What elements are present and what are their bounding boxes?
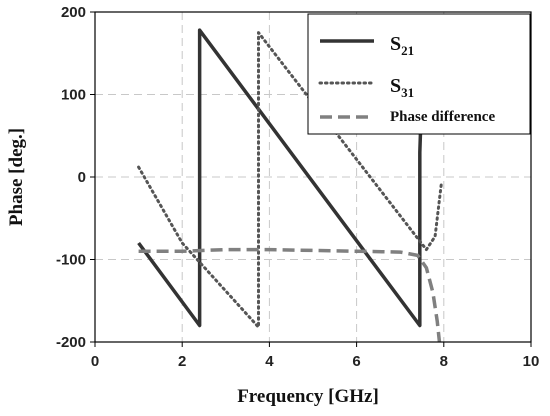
legend-box: [307, 13, 531, 135]
x-tick-label: 10: [523, 353, 540, 370]
series-line-phase-difference: [138, 247, 442, 342]
x-tick-label: 0: [91, 353, 99, 370]
y-tick-label: -200: [56, 334, 86, 351]
ticks-layer: 0 2 4 6 8 10 -200 -100 0 100 200: [56, 4, 539, 370]
legend: S21 S31 Phase difference: [307, 13, 531, 135]
x-tick-label: 2: [178, 353, 186, 370]
legend-label-s21-sub: 21: [401, 43, 414, 58]
legend-label-phase-difference: Phase difference: [390, 109, 495, 125]
legend-label-s21-main: S: [390, 33, 401, 55]
y-tick-label: 200: [61, 4, 86, 21]
x-tick-label: 4: [265, 353, 274, 370]
y-tick-label: 0: [78, 169, 86, 186]
legend-label-s31-sub: 31: [401, 85, 414, 100]
x-tick-label: 8: [440, 353, 448, 370]
x-tick-label: 6: [352, 353, 360, 370]
series-line-s21: [137, 28, 424, 328]
x-axis-label: Frequency [GHz]: [237, 386, 379, 407]
series-line-s31: [137, 31, 444, 329]
legend-label-s31-main: S: [390, 75, 401, 97]
y-axis-label: Phase [deg.]: [6, 128, 27, 226]
y-tick-label: 100: [61, 87, 86, 104]
legend-label-s21: S21: [390, 33, 414, 58]
series-layer: [137, 28, 444, 342]
legend-label-s31: S31: [390, 75, 414, 100]
y-tick-label: -100: [56, 252, 86, 269]
